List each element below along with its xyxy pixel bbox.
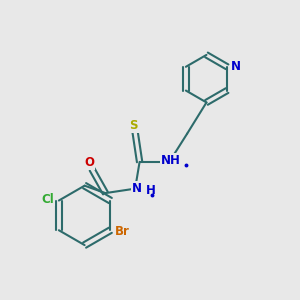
Text: NH: NH <box>161 154 181 167</box>
Text: Br: Br <box>115 225 130 238</box>
Text: Cl: Cl <box>42 193 54 206</box>
Text: N: N <box>231 60 241 73</box>
Text: S: S <box>129 119 138 132</box>
Text: N: N <box>132 182 142 195</box>
Text: O: O <box>84 156 94 169</box>
Text: H: H <box>146 184 155 196</box>
